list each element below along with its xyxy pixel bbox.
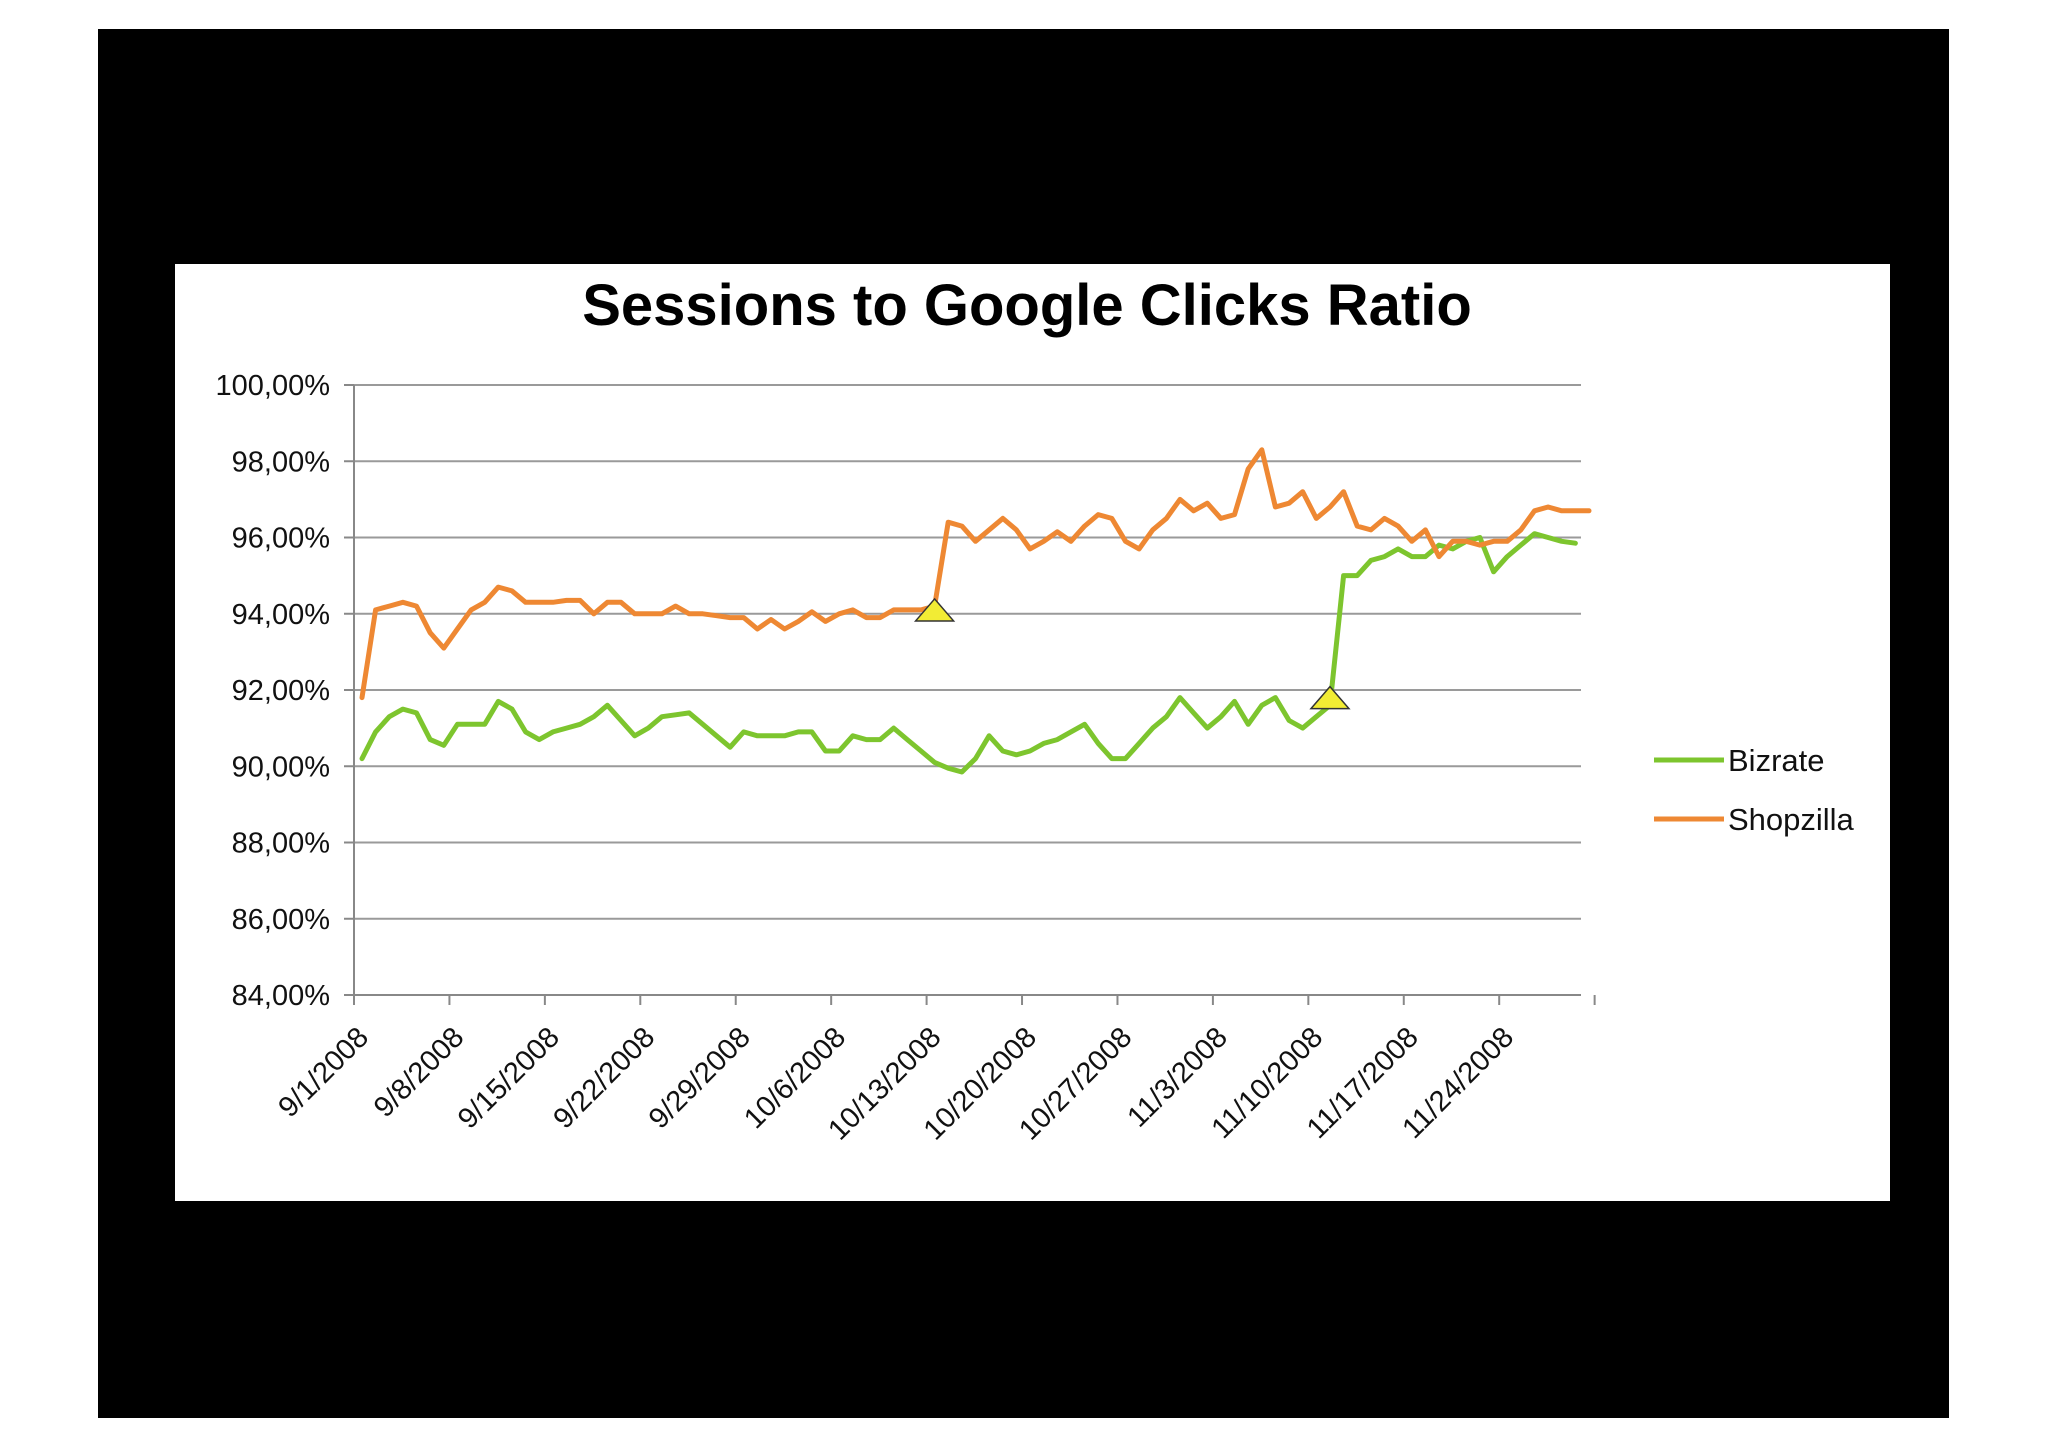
event-markers <box>913 597 1351 710</box>
series-lines <box>359 447 1592 775</box>
triangle-marker <box>913 597 956 622</box>
y-tick-label: 100,00% <box>216 370 331 402</box>
x-tick-label: 9/15/2008 <box>452 1021 566 1135</box>
y-tick-label: 98,00% <box>232 446 330 478</box>
y-tick-label: 94,00% <box>232 599 330 631</box>
legend-label-bizrate: Bizrate <box>1728 743 1824 778</box>
chart-slide: Sessions to Google Clicks Ratio 100,00% 9… <box>175 264 1890 1201</box>
triangle-marker <box>1309 685 1351 710</box>
y-tick-label: 92,00% <box>232 675 330 707</box>
legend-label-shopzilla: Shopzilla <box>1728 802 1855 837</box>
axes <box>353 385 1596 1005</box>
y-axis-tick-labels: 100,00% 98,00% 96,00% 94,00% 92,00% 90,00% 88,… <box>216 370 331 1012</box>
series-line-shopzilla <box>359 447 1592 701</box>
y-tick-label: 96,00% <box>232 523 330 555</box>
grid-lines <box>344 384 1581 996</box>
x-axis-tick-labels: 9/1/20089/8/20089/15/20089/22/20089/29/2… <box>272 1021 1520 1146</box>
x-tick-label: 9/1/2008 <box>272 1021 374 1123</box>
chart-title: Sessions to Google Clicks Ratio <box>582 273 1472 338</box>
y-tick-label: 90,00% <box>232 751 330 783</box>
x-tick-label: 9/22/2008 <box>547 1021 661 1135</box>
line-chart: Sessions to Google Clicks Ratio 100,00% 9… <box>216 273 1855 1147</box>
legend: Bizrate Shopzilla <box>1654 743 1855 837</box>
y-tick-label: 88,00% <box>232 828 330 860</box>
y-tick-label: 86,00% <box>232 904 330 936</box>
y-tick-label: 84,00% <box>232 980 330 1012</box>
series-line-bizrate <box>359 531 1578 775</box>
x-tick-label: 9/29/2008 <box>643 1021 757 1135</box>
